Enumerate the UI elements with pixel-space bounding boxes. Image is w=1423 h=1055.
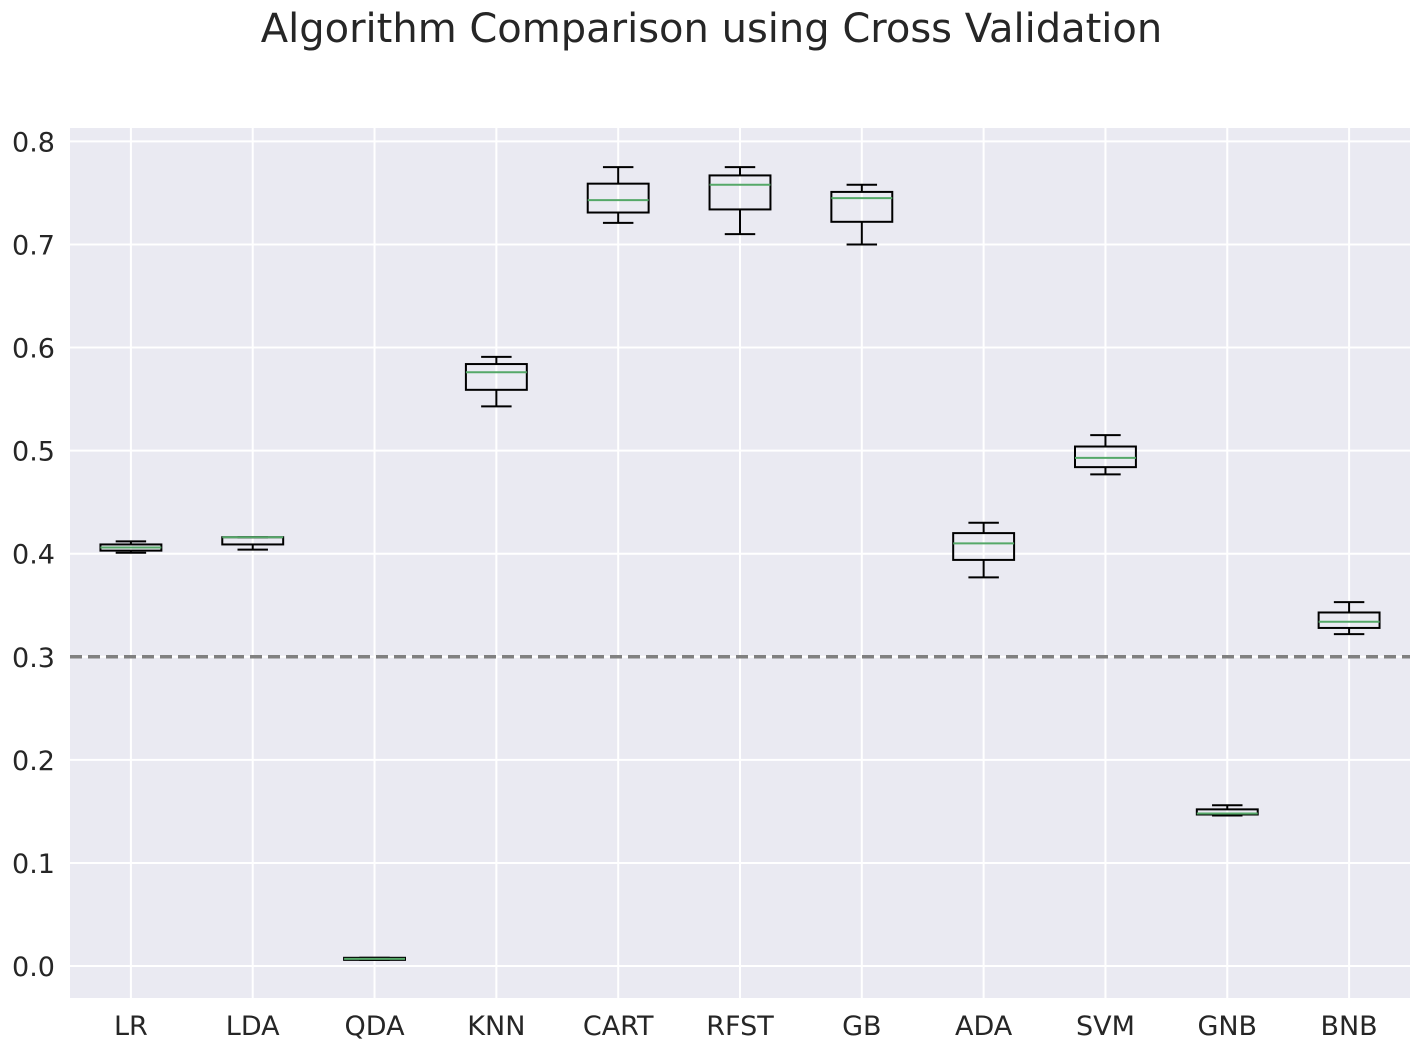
y-tick-label: 0.2 bbox=[12, 746, 55, 777]
x-tick-label: LR bbox=[114, 1011, 148, 1042]
y-tick-label: 0.3 bbox=[12, 643, 55, 674]
box-body bbox=[464, 363, 528, 391]
box-qda bbox=[343, 956, 407, 961]
x-tick-label: SVM bbox=[1076, 1011, 1135, 1042]
y-tick-label: 0.0 bbox=[12, 952, 55, 983]
y-tick-labels: 0.0 0.1 0.2 0.3 0.4 0.5 0.6 0.7 0.8 bbox=[12, 127, 55, 983]
box-gnb bbox=[1195, 804, 1259, 817]
box-body bbox=[1195, 808, 1259, 816]
box-gb bbox=[830, 183, 894, 246]
box-body bbox=[952, 532, 1016, 561]
box-cart bbox=[586, 166, 650, 224]
y-tick-label: 0.8 bbox=[12, 127, 55, 158]
y-tick-label: 0.6 bbox=[12, 334, 55, 365]
box-ada bbox=[952, 521, 1016, 579]
box-body bbox=[586, 182, 650, 214]
box-lr bbox=[99, 540, 163, 554]
x-tick-label: ADA bbox=[955, 1011, 1013, 1042]
box-svm bbox=[1074, 434, 1137, 476]
box-lda bbox=[221, 536, 285, 551]
boxes-layer bbox=[99, 166, 1381, 961]
x-tick-label: GB bbox=[842, 1011, 881, 1042]
box-body bbox=[830, 190, 894, 223]
x-tick-label: QDA bbox=[345, 1011, 406, 1042]
x-tick-label: KNN bbox=[467, 1011, 525, 1042]
box-rfst bbox=[708, 166, 772, 236]
y-tick-label: 0.5 bbox=[12, 437, 55, 468]
y-tick-label: 0.7 bbox=[12, 230, 55, 261]
x-tick-label: RFST bbox=[706, 1011, 774, 1042]
x-tick-label: LDA bbox=[226, 1011, 280, 1042]
box-body bbox=[708, 174, 772, 211]
x-tick-labels: LR LDA QDA KNN CART RFST GB ADA SVM GNB BNB bbox=[114, 1011, 1378, 1042]
y-tick-label: 0.4 bbox=[12, 540, 55, 571]
box-body bbox=[1317, 611, 1381, 629]
box-bnb bbox=[1317, 601, 1381, 636]
x-tick-label: GNB bbox=[1197, 1011, 1257, 1042]
x-tick-label: BNB bbox=[1320, 1011, 1377, 1042]
grid-lines bbox=[70, 128, 1410, 998]
x-tick-label: CART bbox=[583, 1011, 654, 1042]
chart-title: Algorithm Comparison using Cross Validat… bbox=[260, 6, 1163, 52]
y-tick-label: 0.1 bbox=[12, 849, 55, 880]
box-knn bbox=[464, 355, 528, 408]
box-body bbox=[1074, 445, 1137, 469]
